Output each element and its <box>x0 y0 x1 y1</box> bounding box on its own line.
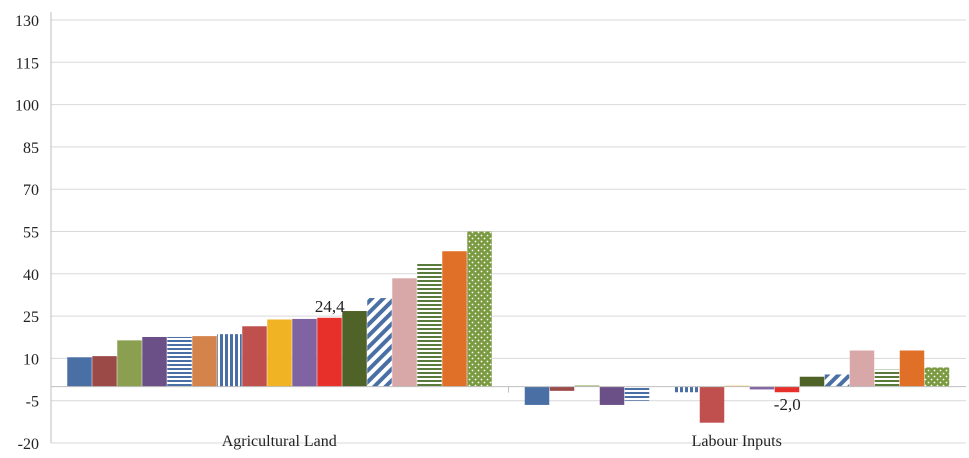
bars <box>67 231 950 423</box>
bar <box>242 326 267 387</box>
bar <box>924 367 950 387</box>
axes <box>50 12 966 443</box>
bar <box>467 231 492 387</box>
data-label: -2,0 <box>774 395 801 414</box>
labels: -20 -5 10 25 40 55 70 85 100 115 130 Agricultural L… <box>15 13 801 453</box>
bar <box>774 386 800 393</box>
bar <box>142 336 167 387</box>
bar <box>217 334 242 387</box>
y-tick-label: -20 <box>18 436 39 453</box>
bar <box>442 251 467 387</box>
y-tick-label: 85 <box>23 140 39 157</box>
bar <box>574 385 600 387</box>
y-tick-label: 70 <box>23 182 39 199</box>
bar <box>92 356 117 387</box>
y-tick-label: 100 <box>15 98 39 115</box>
bar <box>292 318 317 387</box>
bar <box>342 311 367 387</box>
bar <box>167 336 192 387</box>
bar <box>367 298 392 387</box>
bar <box>899 350 925 387</box>
bar <box>117 340 142 387</box>
y-tick-label: 115 <box>16 55 39 72</box>
data-label: 24,4 <box>315 297 345 316</box>
bar <box>599 386 625 405</box>
y-tick-label: 10 <box>23 351 39 368</box>
bar <box>674 386 700 393</box>
bar <box>67 357 92 387</box>
bar <box>624 386 650 401</box>
category-label: Labour Inputs <box>692 433 782 450</box>
bar <box>267 319 292 387</box>
bar <box>874 369 900 387</box>
bar <box>549 386 575 391</box>
bar <box>749 386 775 390</box>
y-tick-label: 55 <box>23 225 39 242</box>
y-tick-label: 25 <box>23 309 39 326</box>
y-tick-label: 40 <box>23 267 39 284</box>
category-label: Agricultural Land <box>222 433 337 450</box>
bar <box>799 376 825 387</box>
bar <box>317 317 342 387</box>
y-tick-label: 130 <box>15 13 39 30</box>
bar <box>417 263 442 387</box>
y-tick-label: -5 <box>26 394 39 411</box>
bar <box>524 386 550 405</box>
bar <box>849 350 875 387</box>
bar <box>824 374 850 387</box>
bar <box>192 336 217 387</box>
bar <box>392 278 417 387</box>
bar <box>699 386 725 423</box>
